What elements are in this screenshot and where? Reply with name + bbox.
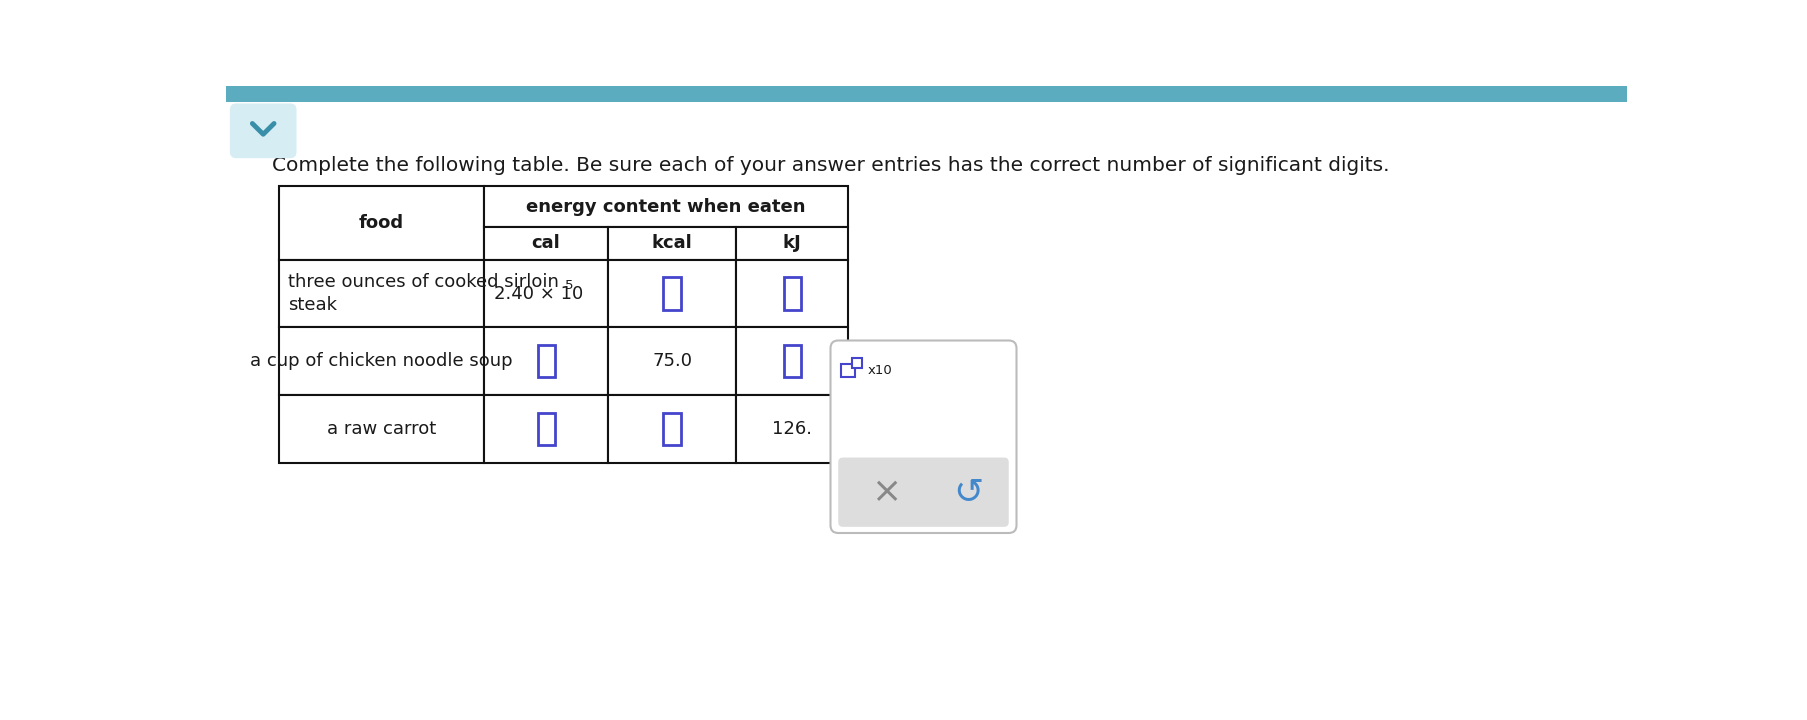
Bar	[607, 395, 735, 463]
Text: kcal: kcal	[651, 234, 692, 252]
Bar	[278, 395, 484, 463]
Bar	[607, 260, 735, 328]
Bar	[226, 86, 1626, 102]
Text: Complete the following table. Be sure each of your answer entries has the correc: Complete the following table. Be sure ea…	[273, 156, 1390, 175]
Bar	[782, 345, 801, 377]
Text: 75.0: 75.0	[652, 352, 692, 370]
Bar	[663, 277, 679, 310]
Bar	[840, 364, 855, 377]
Bar	[735, 227, 847, 260]
Bar	[278, 186, 484, 260]
Bar	[484, 227, 607, 260]
Bar	[537, 413, 555, 445]
Bar	[484, 260, 607, 328]
Text: kJ: kJ	[782, 234, 801, 252]
Bar	[278, 260, 484, 328]
Text: 5: 5	[566, 279, 573, 292]
Bar	[484, 186, 847, 227]
FancyBboxPatch shape	[829, 341, 1016, 533]
Bar	[735, 395, 847, 463]
Bar	[484, 395, 607, 463]
Bar	[735, 328, 847, 395]
Text: 126.: 126.	[772, 420, 811, 438]
Text: a raw carrot: a raw carrot	[327, 420, 435, 438]
Bar	[782, 277, 801, 310]
Bar	[484, 328, 607, 395]
Text: energy content when eaten: energy content when eaten	[526, 197, 806, 215]
Bar	[607, 227, 735, 260]
Bar	[537, 345, 555, 377]
Bar	[735, 260, 847, 328]
Text: x10: x10	[867, 364, 893, 377]
Text: cal: cal	[531, 234, 560, 252]
Text: a cup of chicken noodle soup: a cup of chicken noodle soup	[249, 352, 513, 370]
FancyBboxPatch shape	[838, 457, 1008, 527]
Text: ↺: ↺	[952, 475, 983, 509]
Text: 2.40 × 10: 2.40 × 10	[493, 284, 582, 302]
Text: food: food	[358, 214, 403, 232]
Text: three ounces of cooked sirloin
steak: three ounces of cooked sirloin steak	[287, 273, 558, 315]
Bar	[663, 413, 679, 445]
Bar	[278, 328, 484, 395]
Bar	[851, 359, 862, 368]
Bar	[607, 328, 735, 395]
FancyBboxPatch shape	[229, 104, 296, 158]
Text: ×: ×	[871, 475, 902, 509]
